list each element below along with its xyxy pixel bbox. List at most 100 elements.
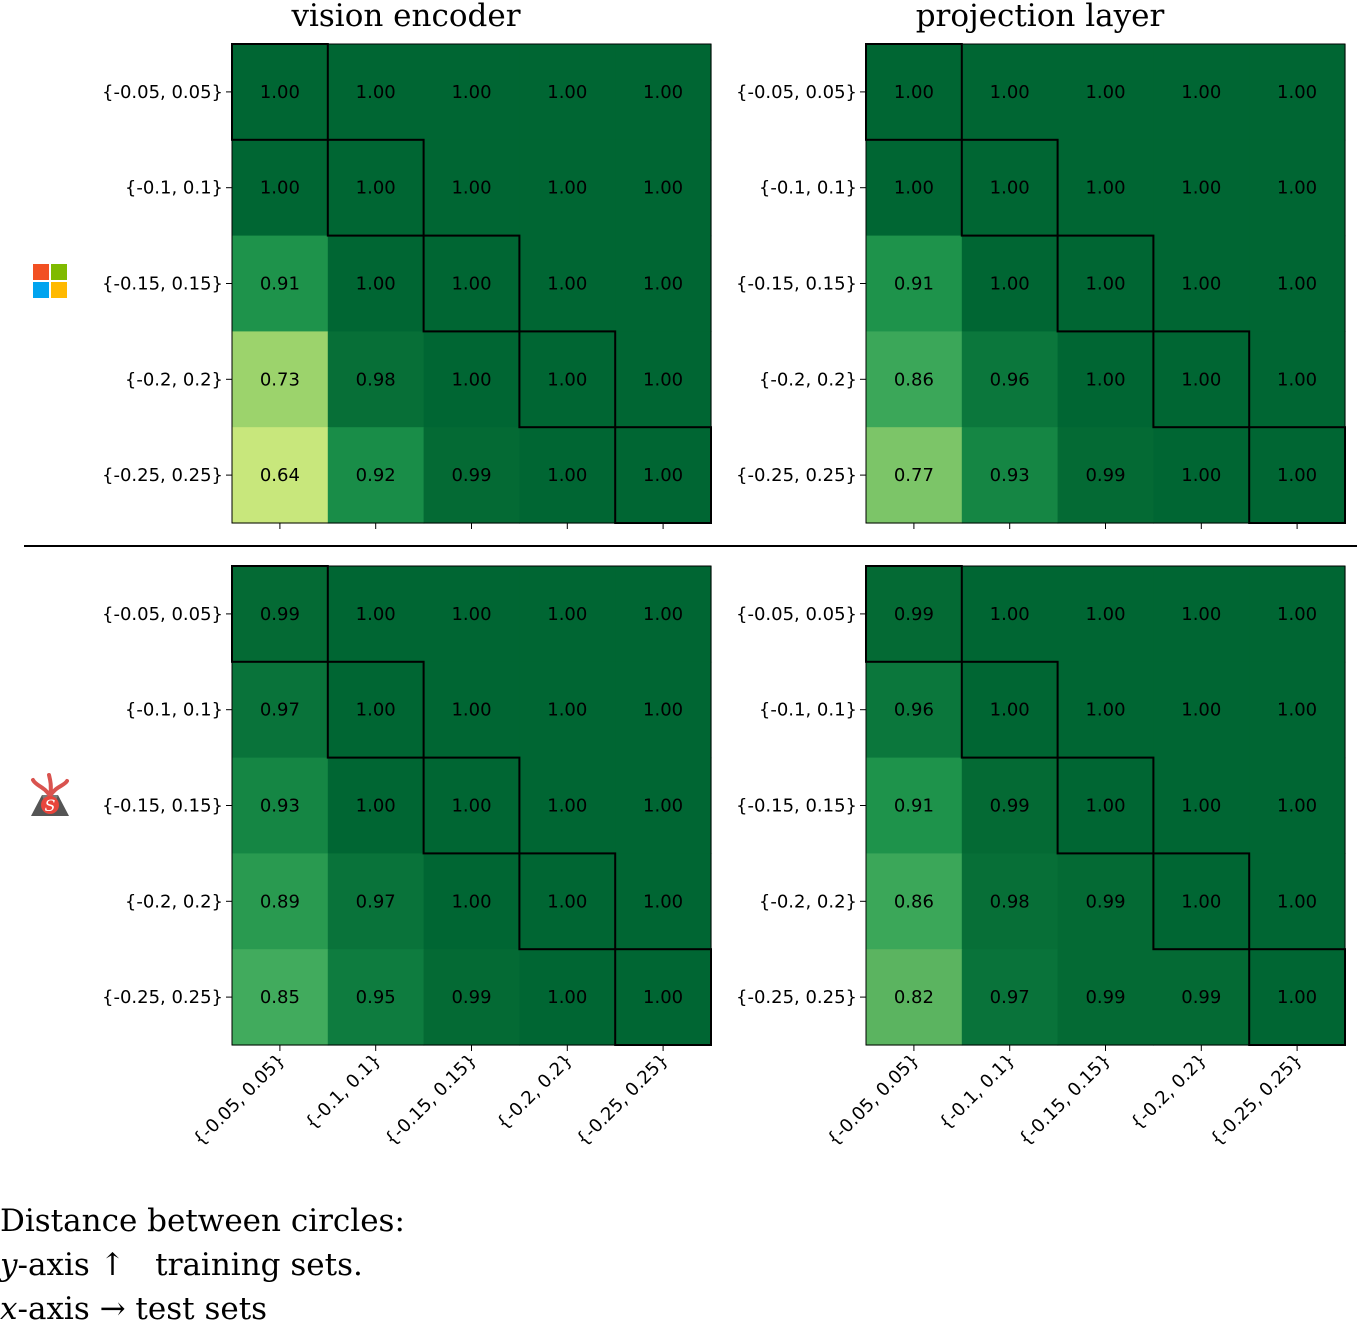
y-tick-label: {-0.2, 0.2} xyxy=(125,369,223,390)
x-tick-label: {-0.2, 0.2} xyxy=(1127,1050,1211,1134)
heatmap-cell xyxy=(1057,566,1154,663)
heatmap-cell xyxy=(1153,235,1250,332)
heatmap-cell-value: 1.00 xyxy=(894,178,934,199)
heatmap-cell xyxy=(1057,661,1154,759)
y-tick-label: {-0.1, 0.1} xyxy=(125,178,223,199)
heatmap-cell-value: 0.85 xyxy=(260,987,300,1008)
heatmap-cell xyxy=(866,853,963,950)
diagonal-box xyxy=(518,852,617,951)
heatmap-cell xyxy=(423,139,520,237)
x-tick-label: {-0.15, 0.15} xyxy=(381,1050,481,1150)
heatmap-cell xyxy=(961,139,1059,237)
heatmap-cell-value: 1.00 xyxy=(1277,178,1317,199)
diagonal-box xyxy=(1152,852,1251,951)
heatmap-cell-value: 1.00 xyxy=(643,178,683,199)
heatmap-cell-value: 1.00 xyxy=(451,369,491,390)
heatmap-cell xyxy=(1249,853,1346,950)
x-tick-label: {-0.1, 0.1} xyxy=(301,1050,385,1134)
heatmap-cell xyxy=(961,757,1059,854)
heatmap-cell xyxy=(1057,853,1154,950)
heatmap-cell xyxy=(519,566,616,663)
diagonal-box xyxy=(422,234,521,333)
heatmap-cell xyxy=(423,853,520,950)
x-tick-label: {-0.05, 0.05} xyxy=(189,1050,289,1150)
heatmap-cell-value: 1.00 xyxy=(451,796,491,817)
heatmap-cell-value: 1.00 xyxy=(1181,178,1221,199)
heatmap-cell xyxy=(866,661,963,759)
heatmap-cell-value: 1.00 xyxy=(990,82,1030,103)
heatmap-cell-value: 0.93 xyxy=(260,796,300,817)
heatmap-cell xyxy=(327,235,425,332)
heatmap-cell xyxy=(1249,949,1346,1046)
heatmap-cell-value: 0.86 xyxy=(894,369,934,390)
heatmap-cell-value: 1.00 xyxy=(356,700,396,721)
heatmap-cell-value: 0.73 xyxy=(260,369,300,390)
heatmap-cell xyxy=(866,757,963,854)
caption-line-1: Distance between circles: xyxy=(0,1203,405,1239)
heatmap-cell xyxy=(866,139,963,237)
heatmap-cell-value: 1.00 xyxy=(547,604,587,625)
x-tick-label: {-0.05, 0.05} xyxy=(823,1050,923,1150)
heatmap-cell-value: 1.00 xyxy=(547,274,587,295)
diagonal-box xyxy=(518,330,617,429)
heatmap-cell-value: 1.00 xyxy=(1277,274,1317,295)
heatmap-cell-value: 1.00 xyxy=(1181,369,1221,390)
heatmap-cell xyxy=(1153,949,1250,1046)
heatmap-cell xyxy=(1057,949,1154,1046)
heatmap-cell-value: 1.00 xyxy=(451,274,491,295)
heatmap-cell-value: 1.00 xyxy=(1085,369,1125,390)
heatmap-cell xyxy=(615,139,712,237)
heatmap-cell-value: 1.00 xyxy=(643,274,683,295)
heatmap-cell-value: 1.00 xyxy=(1181,82,1221,103)
heatmap-cell-value: 1.00 xyxy=(451,604,491,625)
heatmap-cell-value: 1.00 xyxy=(990,274,1030,295)
x-tick-label: {-0.25, 0.25} xyxy=(572,1050,672,1150)
heatmap-cell xyxy=(327,139,425,237)
heatmap-cell xyxy=(232,331,329,428)
heatmap-cell xyxy=(232,661,329,759)
heatmap-cell xyxy=(327,853,425,950)
heatmap-cell-value: 0.99 xyxy=(260,604,300,625)
diagonal-box xyxy=(1152,330,1251,429)
y-tick-label: {-0.05, 0.05} xyxy=(736,82,857,103)
y-tick-label: {-0.1, 0.1} xyxy=(759,178,857,199)
diagonal-box xyxy=(960,660,1059,759)
heatmap-cell xyxy=(423,44,520,141)
heatmap-cell xyxy=(327,949,425,1046)
heatmap-cell xyxy=(232,757,329,854)
heatmap-cell xyxy=(866,566,963,663)
heatmap-cell xyxy=(1153,661,1250,759)
heatmap-cell xyxy=(1057,139,1154,237)
heatmap-cell-value: 0.99 xyxy=(451,987,491,1008)
heatmap-cell-value: 0.93 xyxy=(990,465,1030,486)
heatmap-cell xyxy=(1057,235,1154,332)
heatmap-cell xyxy=(1249,757,1346,854)
heatmap-cell-value: 0.99 xyxy=(894,604,934,625)
heatmap-cell-value: 1.00 xyxy=(1181,465,1221,486)
heatmap-figure: vision encoder projection layer 1.00 1.00… xyxy=(24,0,1357,1150)
heatmap-cell-value: 1.00 xyxy=(643,891,683,912)
heatmap-cell-value: 0.82 xyxy=(894,987,934,1008)
heatmap-cell-value: 0.97 xyxy=(990,987,1030,1008)
heatmap-cell-value: 1.00 xyxy=(356,796,396,817)
heatmap-cell xyxy=(232,949,329,1046)
caption-y-variable: y xyxy=(0,1247,18,1283)
heatmap-cell xyxy=(1249,139,1346,237)
diagonal-box xyxy=(960,138,1059,237)
heatmap-cell xyxy=(1249,235,1346,332)
y-tick-label: {-0.25, 0.25} xyxy=(736,465,857,486)
heatmap-cell xyxy=(423,235,520,332)
heatmap-cell-value: 0.96 xyxy=(894,700,934,721)
heatmap-cell xyxy=(615,757,712,854)
heatmap-cell-value: 0.64 xyxy=(260,465,300,486)
heatmap-cell xyxy=(866,331,963,428)
heatmap-cell xyxy=(615,661,712,759)
heatmap-cell-value: 0.96 xyxy=(990,369,1030,390)
heatmap-cell xyxy=(519,853,616,950)
heatmap-cell xyxy=(961,949,1059,1046)
heatmap-cell-value: 1.00 xyxy=(894,82,934,103)
heatmap-cell-value: 1.00 xyxy=(1085,178,1125,199)
heatmap-panel-1: 1.00 1.00 1.00 1.00 1.00 1.00 1.00 1.00 1.00 1.00… xyxy=(102,43,713,529)
heatmap-cell xyxy=(1249,427,1346,524)
volcano-logo-icon: S xyxy=(31,773,69,816)
